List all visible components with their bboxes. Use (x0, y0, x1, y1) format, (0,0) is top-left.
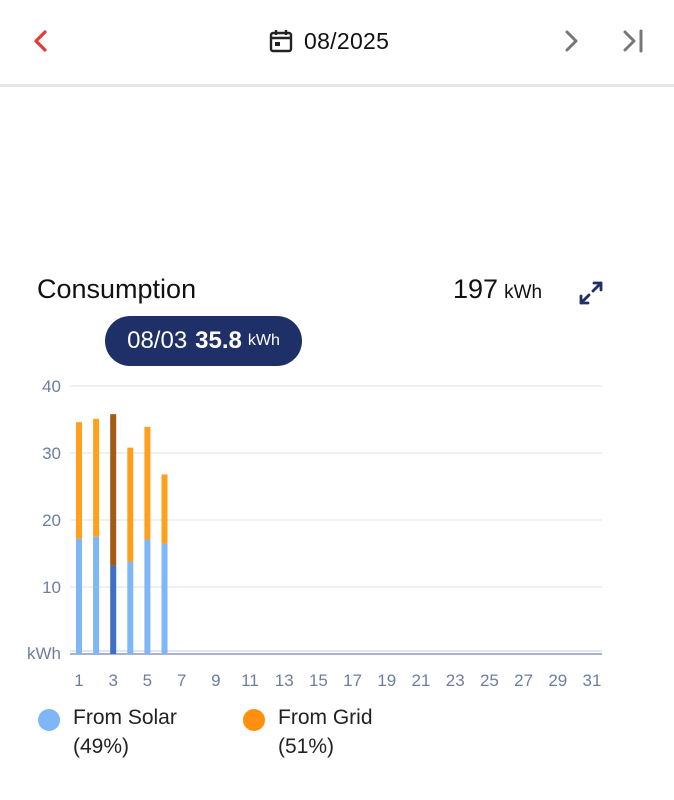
bar-solar-day-6[interactable] (161, 543, 168, 654)
legend-solar-percent: (49%) (73, 735, 130, 758)
selected-day-tooltip: 08/03 35.8 kWh (105, 316, 302, 366)
bar-grid-day-2[interactable] (93, 418, 100, 537)
total-unit: kWh (504, 282, 543, 303)
bar-solar-day-1[interactable] (76, 538, 82, 654)
legend-grid-percent: (51%) (278, 735, 335, 758)
x-tick-label: 21 (412, 671, 431, 690)
x-tick-label: 9 (211, 671, 220, 690)
header-divider (0, 84, 674, 87)
skip-to-last-icon[interactable] (618, 26, 648, 56)
x-tick-label: 5 (143, 671, 152, 690)
x-tick-label: 25 (480, 671, 499, 690)
legend-grid-dot (243, 709, 265, 731)
chart-title: Consumption (37, 274, 197, 304)
legend-grid-label: From Grid (278, 706, 373, 729)
legend-solar-label: From Solar (73, 706, 177, 729)
y-tick-label: 10 (42, 578, 61, 597)
y-unit-label: kWh (27, 644, 61, 663)
top-bar: 08/2025 (0, 0, 674, 84)
x-tick-label: 3 (108, 671, 117, 690)
bar-grid-day-1[interactable] (76, 422, 82, 539)
tooltip-unit: kWh (247, 332, 280, 349)
x-tick-label: 7 (177, 671, 186, 690)
x-tick-label: 19 (377, 671, 396, 690)
bar-grid-day-4[interactable] (127, 447, 134, 562)
bar-solar-day-2[interactable] (93, 536, 100, 654)
x-tick-label: 13 (275, 671, 294, 690)
y-tick-label: 20 (42, 511, 61, 530)
chevron-right-icon[interactable] (556, 26, 586, 56)
bar-grid-day-6[interactable] (161, 474, 168, 544)
total-consumption: 197 kWh (453, 274, 542, 305)
expand-icon[interactable] (576, 278, 606, 308)
x-tick-label: 1 (74, 671, 83, 690)
chevron-left-icon[interactable] (26, 26, 56, 56)
tooltip-value: 35.8 (195, 327, 242, 354)
x-tick-label: 17 (343, 671, 362, 690)
x-tick-label: 29 (548, 671, 567, 690)
x-tick-label: 11 (241, 671, 259, 690)
legend-solar: From Solar (49%) (38, 706, 177, 761)
x-tick-label: 15 (309, 671, 328, 690)
x-tick-label: 23 (446, 671, 465, 690)
calendar-icon (269, 30, 293, 53)
y-tick-label: 40 (42, 377, 61, 396)
bar-solar-day-5[interactable] (144, 539, 151, 654)
tooltip-date: 08/03 (127, 327, 188, 354)
x-tick-label: 31 (583, 671, 602, 690)
y-tick-label: 30 (42, 444, 61, 463)
month-selector[interactable]: 08/2025 (268, 26, 389, 56)
legend-solar-dot (38, 709, 60, 731)
bar-solar-day-4[interactable] (127, 561, 134, 654)
bar-grid-day-5[interactable] (144, 426, 151, 540)
current-month: 08/2025 (304, 27, 390, 54)
legend-grid: From Grid (51%) (243, 706, 373, 761)
total-value: 197 (453, 274, 499, 304)
x-tick-label: 27 (514, 671, 533, 690)
bar-solar-day-3[interactable] (110, 565, 117, 654)
bar-grid-day-3[interactable] (110, 414, 117, 566)
